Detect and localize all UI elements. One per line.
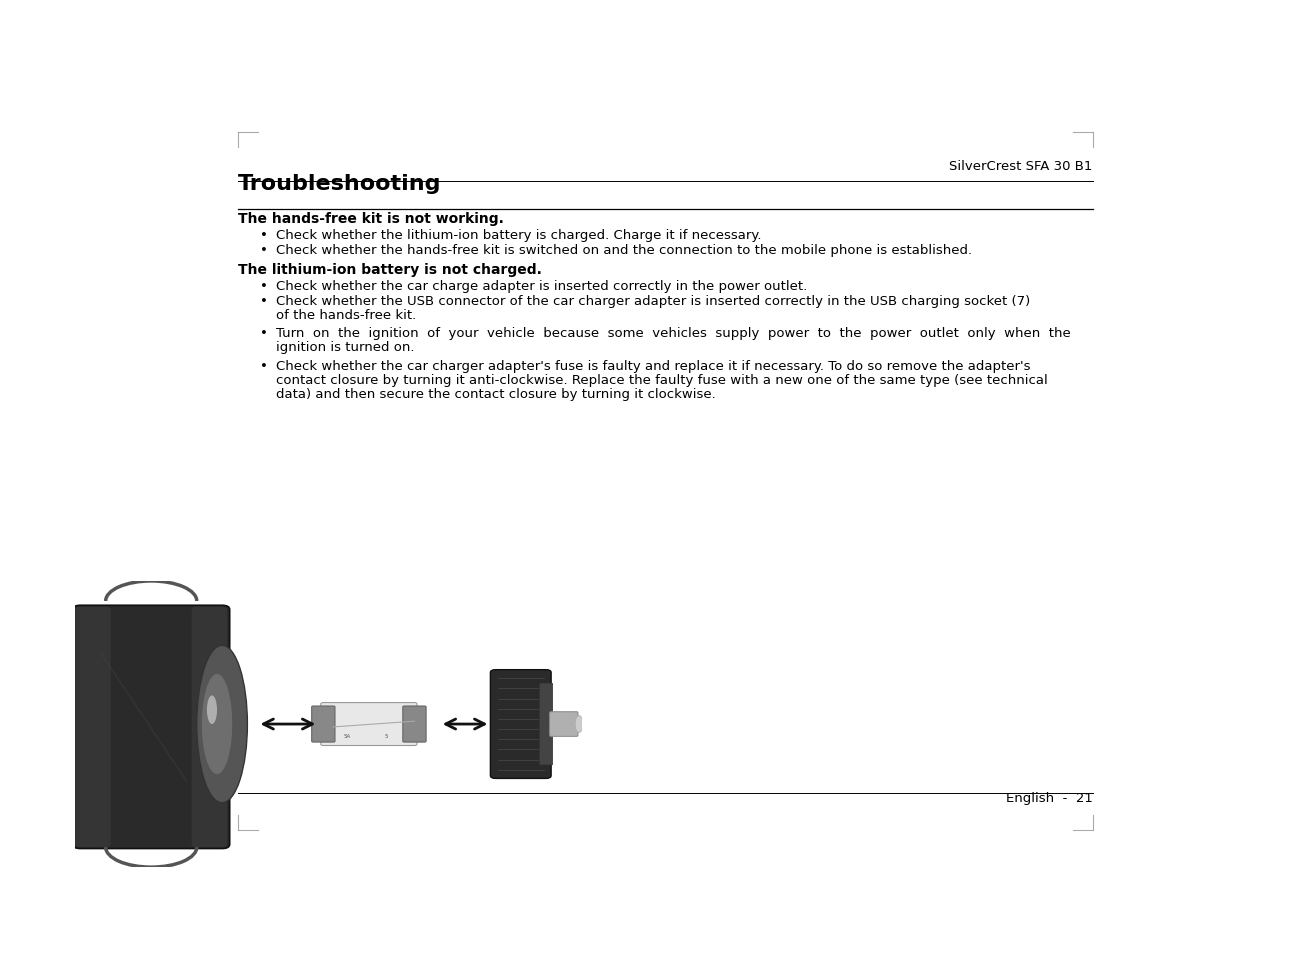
Text: •: • <box>260 327 267 339</box>
Text: Check whether the hands-free kit is switched on and the connection to the mobile: Check whether the hands-free kit is swit… <box>276 244 972 256</box>
Text: 5: 5 <box>384 733 388 739</box>
FancyBboxPatch shape <box>402 706 426 742</box>
Ellipse shape <box>202 675 232 774</box>
Ellipse shape <box>197 646 248 802</box>
Text: Check whether the lithium-ion battery is charged. Charge it if necessary.: Check whether the lithium-ion battery is… <box>276 229 762 242</box>
FancyBboxPatch shape <box>75 607 110 847</box>
Text: •: • <box>260 279 267 293</box>
Text: SilverCrest SFA 30 B1: SilverCrest SFA 30 B1 <box>949 159 1093 172</box>
FancyBboxPatch shape <box>540 683 553 765</box>
Text: Turn  on  the  ignition  of  your  vehicle  because  some  vehicles  supply  pow: Turn on the ignition of your vehicle bec… <box>276 327 1071 339</box>
Text: •: • <box>260 294 267 308</box>
Text: Check whether the car charge adapter is inserted correctly in the power outlet.: Check whether the car charge adapter is … <box>276 279 807 293</box>
FancyBboxPatch shape <box>73 606 230 849</box>
Ellipse shape <box>206 696 217 724</box>
Text: •: • <box>260 229 267 242</box>
Text: The lithium-ion battery is not charged.: The lithium-ion battery is not charged. <box>238 262 541 276</box>
Text: •: • <box>260 359 267 373</box>
Text: contact closure by turning it anti-clockwise. Replace the faulty fuse with a new: contact closure by turning it anti-clock… <box>276 374 1047 387</box>
Text: English  -  21: English - 21 <box>1006 791 1093 804</box>
FancyBboxPatch shape <box>549 712 578 737</box>
Text: Troubleshooting: Troubleshooting <box>238 173 441 193</box>
FancyBboxPatch shape <box>192 607 227 847</box>
Text: of the hands-free kit.: of the hands-free kit. <box>276 309 417 321</box>
FancyBboxPatch shape <box>321 703 417 746</box>
Text: •: • <box>260 244 267 256</box>
FancyBboxPatch shape <box>312 706 335 742</box>
Text: data) and then secure the contact closure by turning it clockwise.: data) and then secure the contact closur… <box>276 388 715 400</box>
Text: Check whether the car charger adapter's fuse is faulty and replace it if necessa: Check whether the car charger adapter's … <box>276 359 1031 373</box>
Text: 5A: 5A <box>344 733 350 739</box>
Text: Check whether the USB connector of the car charger adapter is inserted correctly: Check whether the USB connector of the c… <box>276 294 1031 308</box>
Text: ignition is turned on.: ignition is turned on. <box>276 340 414 354</box>
Text: The hands-free kit is not working.: The hands-free kit is not working. <box>238 212 504 226</box>
Ellipse shape <box>575 716 583 733</box>
FancyBboxPatch shape <box>491 670 552 779</box>
